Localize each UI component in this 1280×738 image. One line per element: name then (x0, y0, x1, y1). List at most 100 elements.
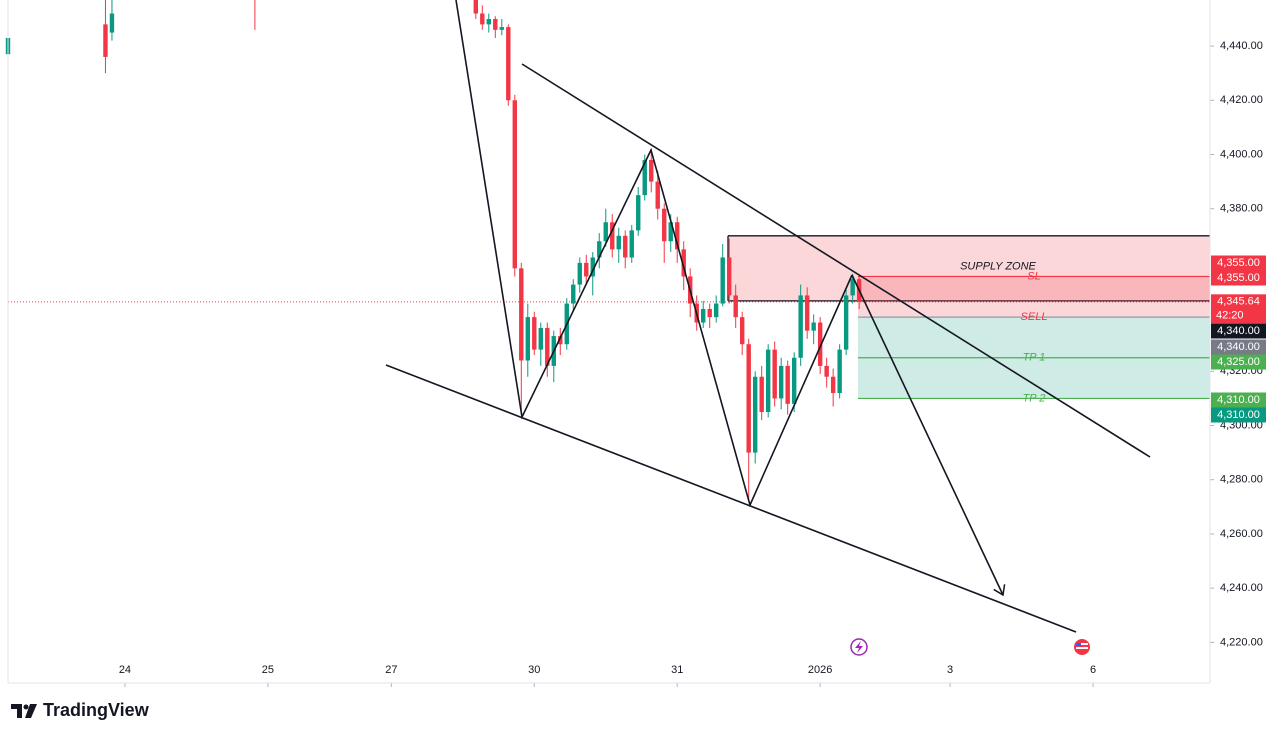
candle-body (103, 24, 108, 57)
supply-zone (728, 235, 1210, 301)
price-tag (1211, 255, 1266, 271)
candle-body (538, 327, 543, 350)
price-tag (1211, 407, 1266, 423)
level-label: SL (1027, 270, 1040, 282)
candle-body (512, 100, 517, 269)
brand: TradingView (43, 700, 150, 720)
candle-body (525, 317, 530, 361)
candle-body (733, 295, 738, 318)
candle-body (584, 262, 589, 277)
candle-body (798, 295, 803, 358)
price-tag-label: 4,355.00 (1217, 257, 1260, 269)
candle-body (616, 235, 621, 250)
price-tag-label: 4,325.00 (1217, 356, 1260, 368)
candle-body (623, 235, 628, 258)
last-price-label: 4,345.64 (1217, 296, 1260, 308)
zigzag (455, 0, 853, 508)
candles (5, 0, 862, 499)
level-label: TP 2 (1023, 392, 1046, 404)
price-tag-label: 4,310.00 (1217, 409, 1260, 421)
price-tag (1211, 339, 1266, 355)
y-tick-label: 4,440.00 (1220, 40, 1263, 52)
trendline (385, 364, 1077, 633)
x-tick-label: 25 (262, 664, 274, 676)
candle-body (109, 13, 115, 33)
level-label: SELL (1021, 311, 1048, 323)
candle-body (727, 257, 732, 296)
candle-body (675, 222, 680, 250)
axes: 4,220.004,240.004,260.004,280.004,300.00… (119, 40, 1266, 687)
projection-arrow (851, 274, 1006, 597)
candle-body (493, 18, 498, 30)
candle-body (720, 257, 725, 304)
supply-zone-label: SUPPLY ZONE (960, 261, 1036, 273)
last-price-tag (1211, 294, 1266, 324)
candle-body (486, 18, 491, 25)
candle-body (843, 295, 849, 350)
candle-body (655, 181, 660, 209)
candle-body (480, 13, 485, 25)
candle-body (532, 317, 537, 350)
x-tick-label: 2026 (808, 664, 832, 676)
candle-body (739, 317, 745, 345)
candle-body (837, 349, 842, 393)
price-tag (1211, 354, 1266, 370)
candle-body (701, 308, 706, 323)
candle-body (791, 357, 797, 404)
y-tick-label: 4,220.00 (1220, 636, 1263, 648)
candle-body (830, 376, 836, 393)
candle-body (850, 279, 855, 296)
y-tick-label: 4,240.00 (1220, 582, 1263, 594)
level-label: TP 1 (1023, 352, 1046, 364)
candle-body (519, 268, 524, 361)
candle-body (772, 349, 777, 399)
candle-body (506, 27, 511, 101)
x-tick-label: 30 (528, 664, 540, 676)
countdown-label: 42:20 (1216, 310, 1244, 322)
candle-body (577, 262, 582, 285)
candle-body (642, 159, 647, 196)
price-tag-label: 4,340.00 (1217, 341, 1260, 353)
candle-body (778, 365, 784, 399)
price-tag-label: 4,340.00 (1217, 325, 1260, 337)
candle-body (824, 365, 829, 377)
candle-body (707, 308, 712, 318)
x-tick-label: 31 (671, 664, 683, 676)
flag-icon (1074, 639, 1090, 655)
drawings (385, 0, 1151, 633)
x-tick-label: 24 (119, 664, 131, 676)
candle-body (473, 0, 479, 14)
x-tick-label: 3 (947, 664, 953, 676)
candle-body (610, 222, 615, 250)
candle-body (629, 230, 634, 258)
candle-body (603, 222, 608, 242)
y-tick-label: 4,280.00 (1220, 474, 1263, 486)
logo (11, 704, 37, 718)
event-icon (850, 638, 868, 656)
candle-body (636, 195, 641, 231)
candle-body (746, 344, 751, 453)
candle-body (785, 365, 790, 404)
price-tag (1211, 323, 1266, 339)
y-tick-label: 4,260.00 (1220, 528, 1263, 540)
candle-body (590, 257, 595, 277)
y-tick-label: 4,420.00 (1220, 94, 1263, 106)
candle-body (662, 208, 667, 242)
candle-body (759, 376, 764, 412)
x-tick-label: 27 (385, 664, 397, 676)
trendline (521, 63, 1151, 458)
candle-body (804, 295, 810, 331)
y-tick-label: 4,400.00 (1220, 148, 1263, 160)
candle-body (811, 322, 816, 331)
candle-body (545, 327, 550, 366)
price-tag (1211, 392, 1266, 408)
candle-body (714, 303, 719, 318)
candle-body (817, 322, 823, 366)
candle-body (597, 241, 602, 258)
candle-body (681, 249, 686, 277)
candle-body (499, 27, 504, 30)
candle-body (558, 336, 563, 345)
y-tick-label: 4,380.00 (1220, 203, 1263, 215)
